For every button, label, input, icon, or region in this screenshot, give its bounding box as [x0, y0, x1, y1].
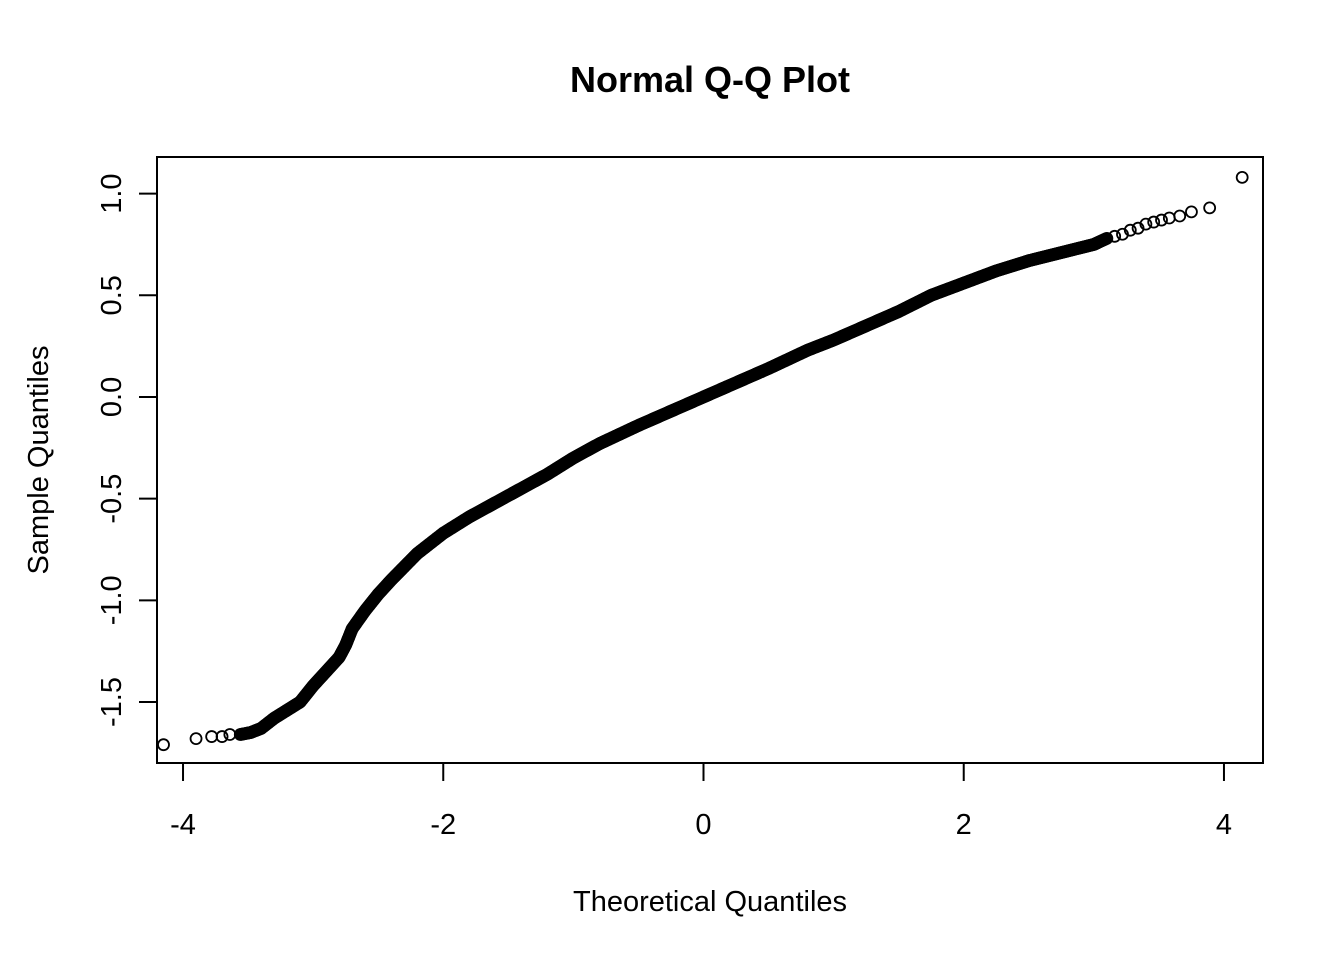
tail-point	[1147, 215, 1161, 229]
tail-point	[1235, 170, 1249, 184]
y-tick-label: -1.0	[96, 575, 128, 625]
tail-point	[215, 730, 229, 743]
data-point	[1100, 231, 1114, 245]
tail-point	[157, 738, 170, 752]
y-axis: -1.5 -1.0 -0.5 0.0 0.5 1.0	[96, 173, 158, 727]
data-points	[157, 170, 1249, 752]
tail-point	[1155, 213, 1168, 227]
tail-point	[189, 732, 203, 745]
x-tick-label: 4	[1216, 809, 1232, 841]
x-tick-label: -4	[170, 809, 196, 841]
x-axis-label: Theoretical Quantiles	[573, 886, 847, 918]
chart-title: Normal Q-Q Plot	[570, 59, 850, 100]
tail-point	[1139, 217, 1153, 231]
tail-point	[223, 728, 237, 741]
y-tick-label: 1.0	[96, 173, 128, 213]
tail-point	[1162, 211, 1176, 225]
tail-point	[1173, 209, 1187, 223]
tail-point	[1108, 229, 1122, 243]
tail-point	[1185, 205, 1198, 219]
x-tick-label: 0	[695, 809, 711, 841]
x-tick-label: 2	[956, 809, 972, 841]
y-tick-label: -1.5	[96, 677, 128, 727]
y-tick-label: -0.5	[96, 474, 128, 524]
x-axis: -4 -2 0 2 4	[170, 762, 1232, 841]
tail-point	[205, 730, 219, 743]
tail-point	[1123, 223, 1137, 237]
tail-point	[1203, 201, 1217, 215]
y-tick-label: 0.5	[96, 275, 128, 315]
y-axis-label: Sample Quantiles	[23, 346, 55, 575]
y-tick-label: 0.0	[96, 377, 128, 417]
x-tick-label: -2	[430, 809, 456, 841]
